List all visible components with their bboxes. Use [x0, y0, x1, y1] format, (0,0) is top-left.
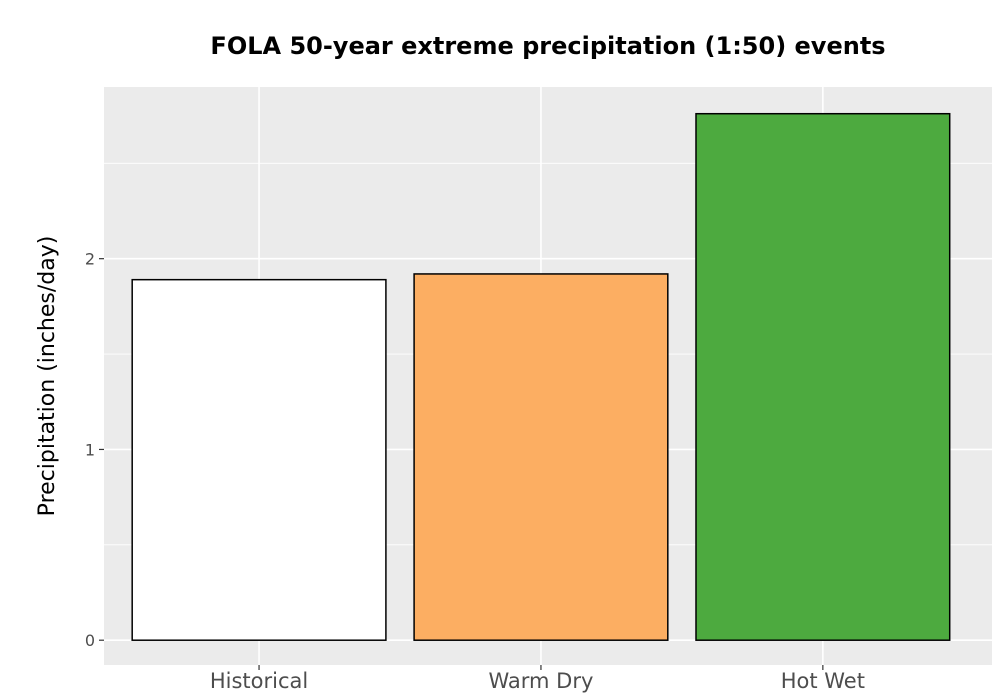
bar-warm-dry: [413, 273, 669, 641]
x-tick-label: Hot Wet: [781, 669, 865, 693]
chart-title: FOLA 50-year extreme precipitation (1:50…: [210, 32, 885, 60]
bar-historical: [131, 278, 387, 641]
y-tick-label: 2: [85, 250, 95, 269]
y-tick-label: 0: [85, 631, 95, 650]
y-axis-title: Precipitation (inches/day): [35, 236, 60, 517]
bars-group: [131, 112, 951, 641]
bar-hot-wet: [695, 112, 951, 641]
x-tick-label: Historical: [210, 669, 308, 693]
y-axis: 0 1 2: [85, 250, 104, 650]
x-tick-label: Warm Dry: [488, 669, 593, 693]
y-tick-label: 1: [85, 440, 95, 459]
x-axis: Historical Warm Dry Hot Wet: [210, 665, 865, 693]
